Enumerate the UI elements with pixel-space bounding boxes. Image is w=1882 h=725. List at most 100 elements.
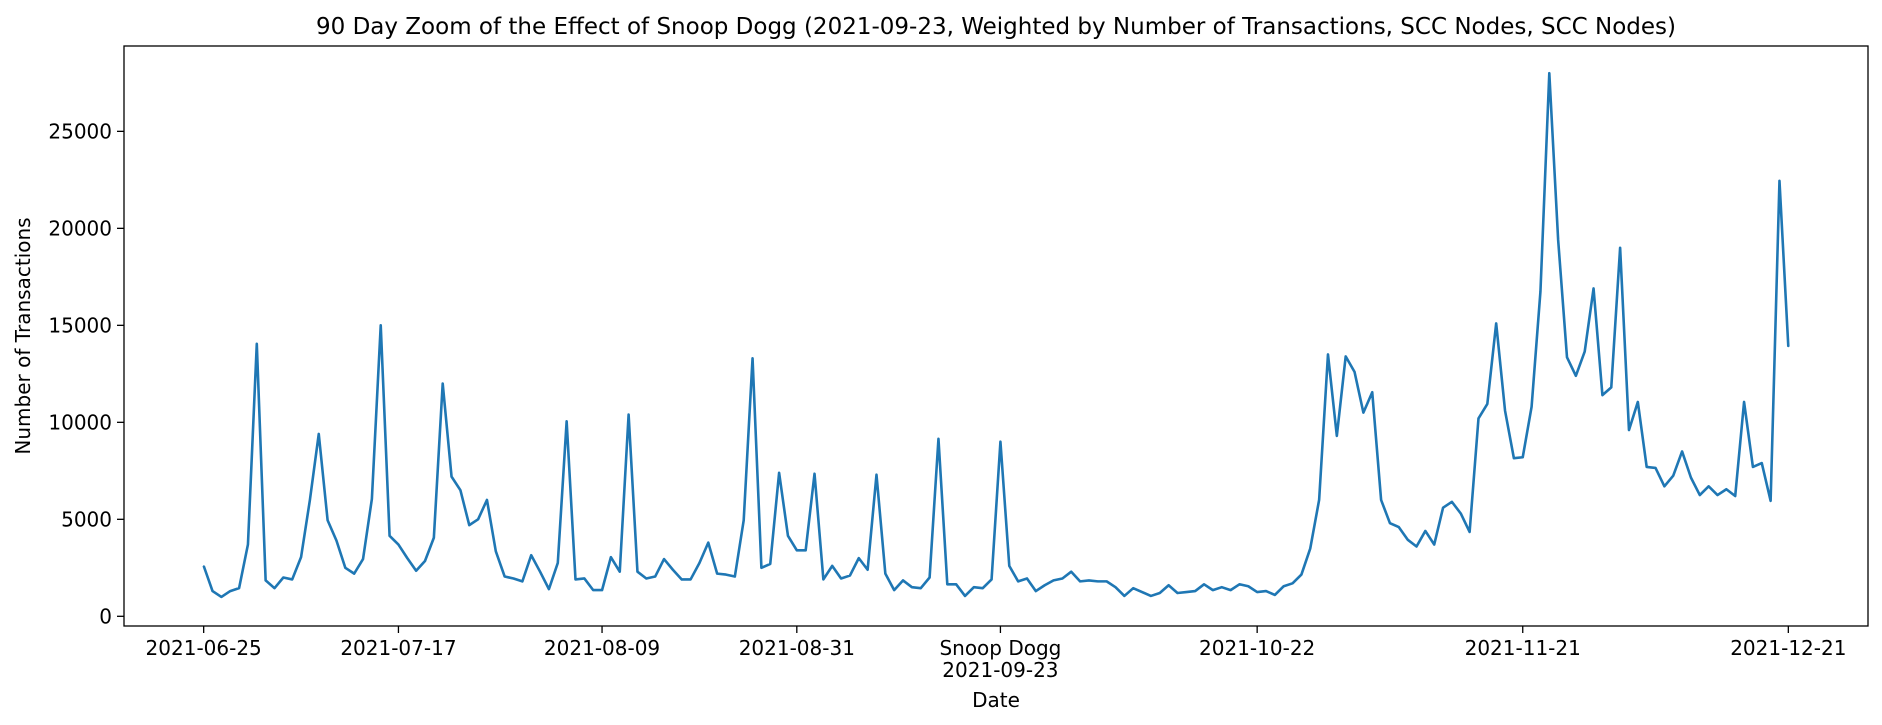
- data-point: [1672, 475, 1674, 477]
- y-tick-label: 0: [99, 604, 112, 628]
- data-point: [1052, 579, 1055, 582]
- x-tick-label: 2021-07-17: [340, 636, 456, 660]
- data-point: [1212, 589, 1214, 591]
- series-points-0: [203, 72, 1789, 598]
- data-point: [1548, 72, 1550, 74]
- data-point: [450, 476, 453, 478]
- data-point: [858, 557, 860, 559]
- data-point: [1318, 499, 1320, 501]
- data-point: [1424, 530, 1426, 532]
- data-point: [822, 578, 824, 581]
- data-point: [459, 489, 462, 491]
- y-tick-label: 10000: [48, 410, 112, 434]
- data-point: [1079, 580, 1081, 582]
- data-point: [1522, 456, 1524, 458]
- data-point: [920, 587, 922, 589]
- data-point: [884, 573, 886, 575]
- data-point: [380, 324, 382, 326]
- data-point: [1557, 239, 1559, 241]
- data-point: [743, 519, 745, 521]
- y-tick-label: 15000: [48, 313, 112, 337]
- data-point: [1309, 547, 1311, 550]
- data-point: [220, 596, 222, 598]
- data-point: [1690, 477, 1692, 479]
- data-point: [1628, 429, 1630, 431]
- data-point: [282, 576, 284, 579]
- x-tick-label: 2021-08-31: [739, 636, 855, 660]
- data-point: [1699, 494, 1701, 496]
- data-point: [362, 558, 364, 560]
- data-point: [1770, 500, 1772, 502]
- data-point: [929, 576, 931, 579]
- data-point: [1097, 580, 1099, 582]
- data-point: [1433, 543, 1435, 546]
- data-point: [716, 573, 718, 575]
- data-point: [1114, 586, 1117, 588]
- data-point: [309, 499, 311, 501]
- data-point: [504, 575, 506, 578]
- data-point: [1194, 590, 1196, 592]
- data-point: [1495, 322, 1497, 324]
- data-point: [1734, 495, 1736, 497]
- data-point: [689, 578, 692, 581]
- data-point: [1106, 580, 1108, 582]
- data-point: [1035, 590, 1037, 592]
- data-point: [1203, 583, 1205, 585]
- chart-title: 90 Day Zoom of the Effect of Snoop Dogg …: [316, 14, 1676, 40]
- data-point: [1708, 485, 1710, 487]
- data-point: [1654, 467, 1657, 469]
- data-point: [663, 558, 665, 560]
- data-point: [1123, 595, 1125, 597]
- data-point: [1008, 565, 1010, 567]
- data-point: [1088, 579, 1090, 582]
- x-axis-ticks: 2021-06-25 2021-07-17 2021-08-09 2021-08-31…: [146, 626, 1846, 682]
- event-tick-date: 2021-09-23: [942, 658, 1058, 682]
- data-point: [1141, 591, 1143, 593]
- data-point: [1504, 410, 1506, 412]
- event-tick-label: Snoop Dogg: [939, 636, 1061, 660]
- data-point: [574, 578, 577, 581]
- data-point: [1486, 403, 1488, 405]
- data-point: [999, 441, 1002, 443]
- data-point: [698, 562, 701, 564]
- data-point: [1761, 462, 1763, 464]
- data-point: [1159, 592, 1161, 594]
- data-point: [1230, 589, 1232, 591]
- data-point: [1150, 595, 1152, 597]
- data-point: [1743, 401, 1745, 403]
- data-point: [769, 563, 771, 565]
- data-point: [1530, 406, 1533, 408]
- data-point: [902, 579, 904, 582]
- data-point: [521, 580, 523, 582]
- data-point: [548, 588, 550, 590]
- data-point: [911, 586, 913, 588]
- data-point: [787, 535, 789, 537]
- data-point: [566, 420, 568, 422]
- data-point: [238, 587, 240, 589]
- data-point: [1353, 371, 1356, 373]
- data-point: [681, 578, 683, 581]
- data-point: [335, 540, 338, 542]
- data-point: [813, 473, 816, 475]
- data-point: [1539, 290, 1542, 292]
- data-point: [1592, 287, 1595, 290]
- data-point: [601, 589, 603, 591]
- data-point: [1584, 350, 1586, 353]
- data-point: [229, 590, 231, 592]
- data-point: [760, 567, 763, 569]
- data-point: [610, 556, 612, 558]
- data-point: [468, 524, 470, 526]
- data-point: [707, 541, 709, 544]
- data-point: [1291, 582, 1294, 584]
- y-tick-label: 25000: [48, 119, 112, 143]
- data-point: [1132, 587, 1134, 589]
- data-point: [318, 433, 320, 435]
- data-point: [849, 574, 851, 577]
- data-point: [203, 565, 205, 567]
- data-point: [946, 583, 948, 585]
- x-tick-label: 2021-08-09: [544, 636, 660, 660]
- data-point: [1362, 412, 1364, 414]
- data-point: [1637, 401, 1639, 403]
- data-point: [557, 562, 559, 564]
